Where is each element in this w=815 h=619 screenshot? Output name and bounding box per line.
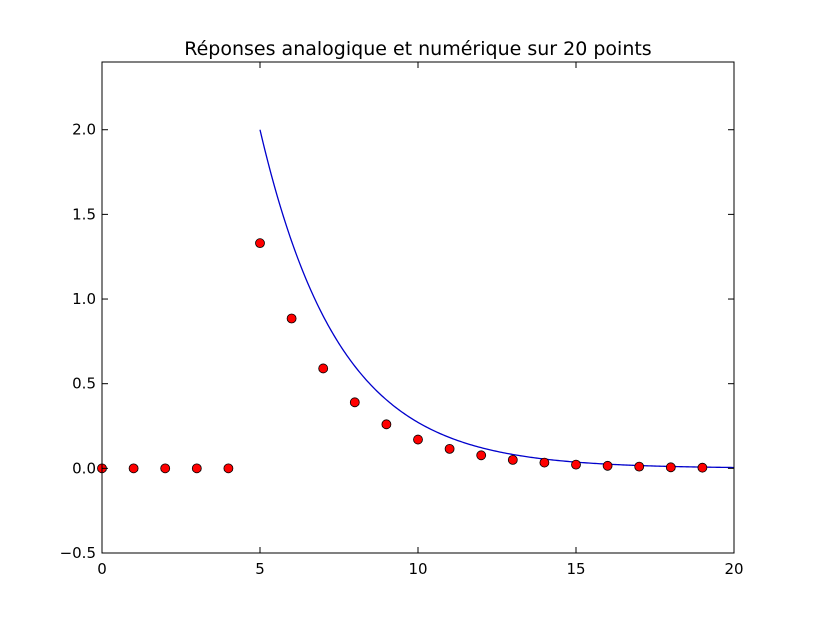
data-point-marker [476, 450, 487, 461]
y-tick-label: 0.5 [72, 375, 96, 393]
data-point-marker [255, 238, 265, 249]
data-point-marker [223, 463, 234, 474]
plot-area: 0 5 10 15 20 −0.5 0.0 0.5 1.0 1.5 2.0 [60, 61, 744, 578]
data-point-marker [413, 434, 423, 445]
data-point-marker [697, 462, 708, 473]
y-tick-label: 1.0 [72, 290, 96, 308]
data-point-marker [507, 454, 518, 465]
y-tick-label: 2.0 [72, 121, 96, 139]
data-point-marker [444, 443, 455, 454]
y-tick-label: −0.5 [60, 544, 96, 562]
x-tick-label: 20 [724, 560, 743, 578]
data-point-marker [539, 457, 550, 468]
y-tick-label: 0.0 [72, 459, 96, 477]
data-point-marker [634, 461, 645, 472]
chart-title: Réponses analogique et numérique sur 20 … [184, 38, 651, 60]
data-point-marker [318, 363, 329, 374]
data-point-marker [286, 313, 297, 324]
x-tick-label: 0 [97, 560, 107, 578]
x-tick-label: 10 [408, 560, 427, 578]
x-tick-label: 5 [255, 560, 265, 578]
data-point-marker [160, 463, 171, 474]
series-line-analog [259, 129, 735, 469]
data-point-marker [381, 419, 392, 430]
x-tick-label: 15 [566, 560, 585, 578]
y-tick-label: 1.5 [72, 205, 96, 223]
data-point-marker [191, 463, 202, 474]
data-point-marker [349, 397, 360, 408]
data-point-marker [602, 460, 613, 471]
data-point-marker [128, 463, 139, 474]
data-point-marker [571, 459, 581, 470]
data-point-marker [665, 462, 676, 473]
